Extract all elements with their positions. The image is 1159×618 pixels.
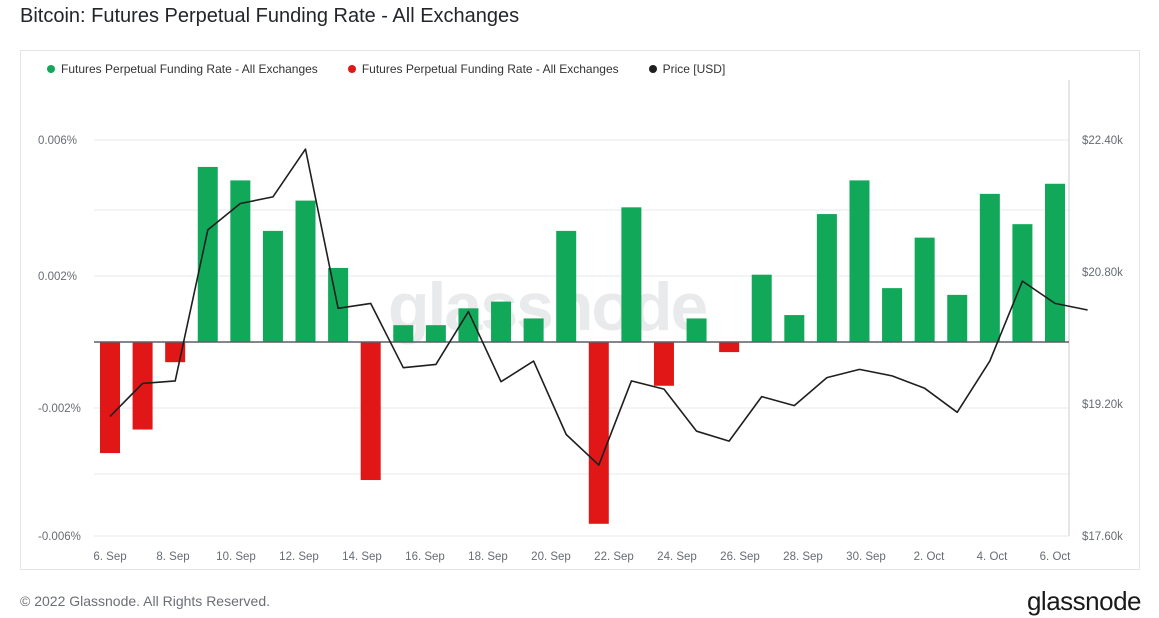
legend-item-funding-positive[interactable]: Futures Perpetual Funding Rate - All Exc… xyxy=(47,62,318,76)
funding-bar-positive[interactable] xyxy=(458,308,479,342)
funding-bar-positive[interactable] xyxy=(491,301,512,342)
y-right-tick-label: $17.60k xyxy=(1082,531,1123,543)
funding-bar-positive[interactable] xyxy=(914,237,935,342)
funding-bar-positive[interactable] xyxy=(425,325,446,342)
funding-bar-negative[interactable] xyxy=(588,342,609,524)
funding-bar-positive[interactable] xyxy=(1045,183,1065,342)
brand-logo[interactable]: glassnode xyxy=(1026,586,1142,616)
legend-marker-negative xyxy=(347,65,356,73)
funding-bar-positive[interactable] xyxy=(393,325,414,342)
funding-bar-negative[interactable] xyxy=(653,342,674,386)
chart-legend: Futures Perpetual Funding Rate - All Exc… xyxy=(47,62,725,76)
x-tick-label: 18. Sep xyxy=(468,551,508,563)
funding-bar-positive[interactable] xyxy=(197,166,218,342)
page-title: Bitcoin: Futures Perpetual Funding Rate … xyxy=(20,5,520,27)
x-tick-label: 6. Sep xyxy=(93,551,126,563)
legend-item-price[interactable]: Price [USD] xyxy=(648,62,726,76)
x-tick-label: 22. Sep xyxy=(594,551,634,563)
x-tick-label: 8. Sep xyxy=(156,551,189,563)
legend-marker-price xyxy=(648,65,657,73)
funding-bar-positive[interactable] xyxy=(621,207,642,342)
funding-bar-negative[interactable] xyxy=(360,342,381,481)
funding-bar-positive[interactable] xyxy=(751,274,772,342)
funding-bar-positive[interactable] xyxy=(230,180,251,342)
x-tick-label: 28. Sep xyxy=(783,551,823,563)
funding-bar-positive[interactable] xyxy=(979,193,1000,342)
legend-marker-positive xyxy=(47,65,55,73)
x-tick-label: 16. Sep xyxy=(405,551,445,563)
price-line[interactable] xyxy=(109,148,1088,466)
x-tick-label: 4. Oct xyxy=(977,551,1008,563)
copyright-text: © 2022 Glassnode. All Rights Reserved. xyxy=(20,593,271,609)
funding-bar-negative[interactable] xyxy=(719,342,740,353)
legend-label-negative: Futures Perpetual Funding Rate - All Exc… xyxy=(361,62,619,76)
funding-bar-positive[interactable] xyxy=(523,318,544,342)
funding-bar-positive[interactable] xyxy=(882,288,903,342)
funding-bar-negative[interactable] xyxy=(132,342,153,430)
legend-label-price: Price [USD] xyxy=(662,62,726,76)
x-tick-label: 12. Sep xyxy=(279,551,319,563)
funding-bar-positive[interactable] xyxy=(816,214,837,342)
y-right-tick-label: $22.40k xyxy=(1082,135,1123,147)
y-left-tick-label: -0.002% xyxy=(38,403,81,415)
funding-bar-positive[interactable] xyxy=(849,180,870,342)
funding-bar-positive[interactable] xyxy=(262,230,283,342)
funding-bar-positive[interactable] xyxy=(947,294,968,342)
x-tick-label: 10. Sep xyxy=(216,551,256,563)
x-tick-label: 2. Oct xyxy=(914,551,945,563)
funding-bar-positive[interactable] xyxy=(556,230,577,342)
funding-bar-positive[interactable] xyxy=(784,315,805,342)
x-tick-label: 24. Sep xyxy=(657,551,697,563)
funding-bar-negative[interactable] xyxy=(100,342,120,454)
x-tick-label: 20. Sep xyxy=(531,551,571,563)
legend-item-funding-negative[interactable]: Futures Perpetual Funding Rate - All Exc… xyxy=(347,62,619,76)
y-left-tick-label: 0.002% xyxy=(38,271,77,283)
x-tick-label: 30. Sep xyxy=(846,551,886,563)
x-tick-label: 14. Sep xyxy=(342,551,382,563)
x-tick-label: 6. Oct xyxy=(1040,551,1071,563)
y-left-tick-label: 0.006% xyxy=(38,135,77,147)
y-left-tick-label: -0.006% xyxy=(38,531,81,543)
y-right-tick-label: $19.20k xyxy=(1082,399,1123,411)
legend-label-positive: Futures Perpetual Funding Rate - All Exc… xyxy=(61,62,318,76)
funding-bar-positive[interactable] xyxy=(295,200,316,342)
y-right-tick-label: $20.80k xyxy=(1082,267,1123,279)
funding-bar-positive[interactable] xyxy=(686,318,707,342)
x-tick-label: 26. Sep xyxy=(720,551,760,563)
